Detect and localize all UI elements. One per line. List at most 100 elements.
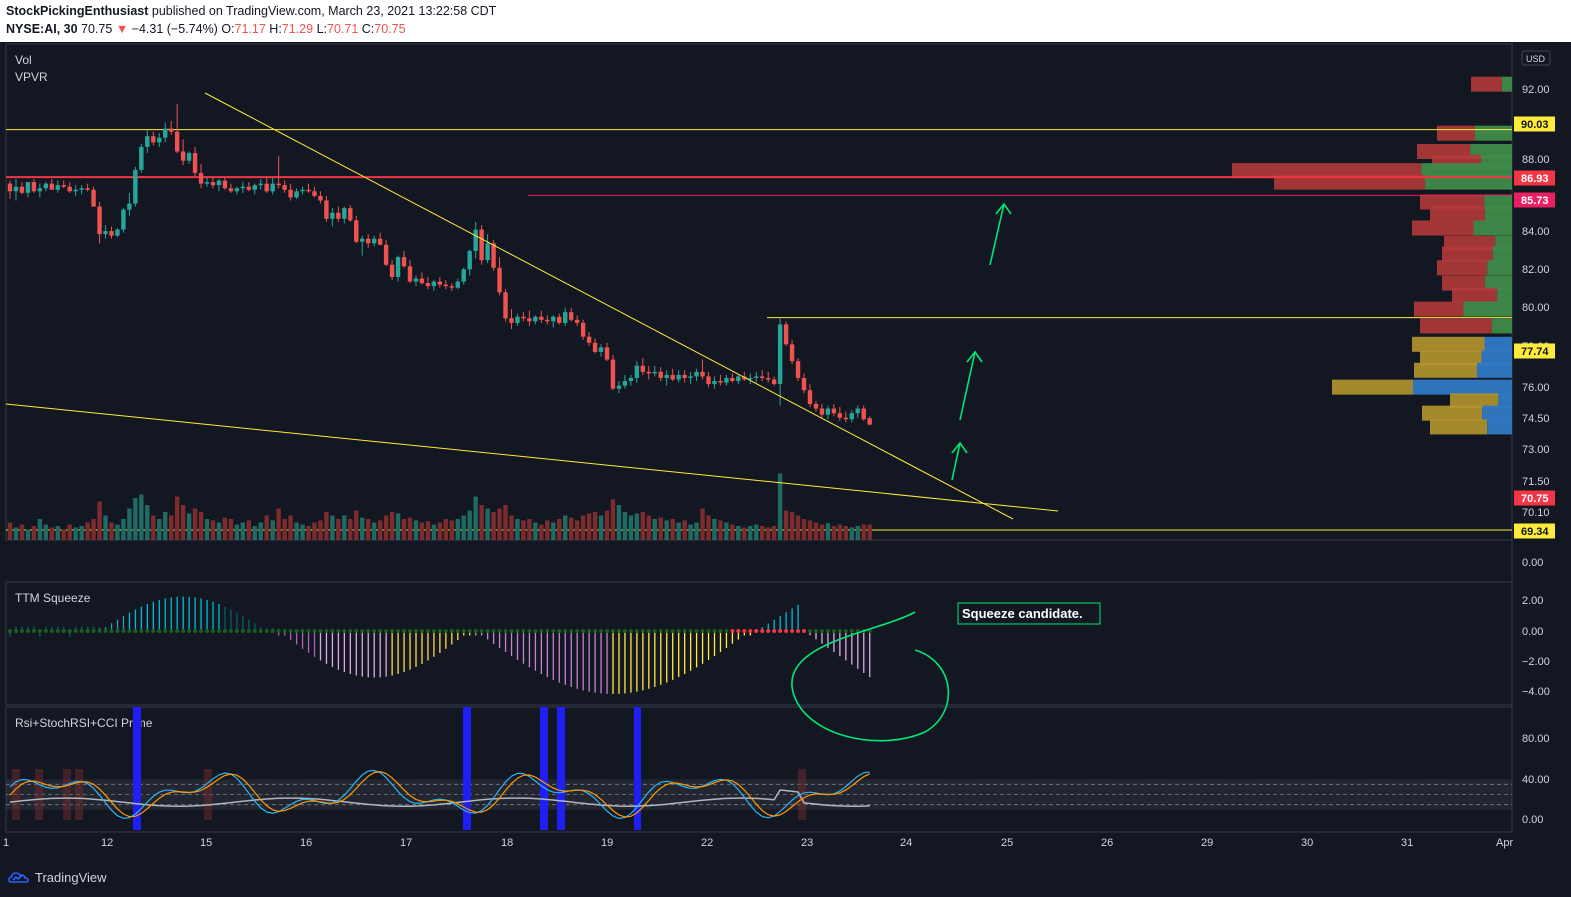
down-arrow-icon: ▼ bbox=[115, 22, 129, 36]
annotation-arrows bbox=[951, 202, 1012, 481]
chart-canvas[interactable]: Vol VPVR TTM Squeeze Rsi+StochRSI+CCI Prime… bbox=[0, 42, 1571, 862]
candle-body bbox=[234, 188, 240, 192]
squeeze-bar bbox=[301, 631, 304, 649]
squeeze-dot bbox=[366, 629, 371, 633]
squeeze-bar bbox=[439, 631, 441, 653]
price-tag[interactable] bbox=[1514, 490, 1555, 506]
volume-bar bbox=[622, 512, 628, 540]
squeeze-bar bbox=[397, 631, 399, 674]
squeeze-bar bbox=[785, 612, 787, 631]
vpvr-bar-gold bbox=[1450, 393, 1499, 409]
price-tag-label: 70.75 bbox=[1521, 493, 1549, 505]
volume-bar bbox=[306, 526, 311, 540]
squeeze-dot bbox=[73, 629, 78, 633]
squeeze-histogram bbox=[8, 596, 872, 694]
time-tick: 18 bbox=[501, 837, 513, 849]
squeeze-bar bbox=[21, 626, 23, 631]
candle-body bbox=[789, 344, 795, 362]
volume-group bbox=[7, 473, 872, 540]
squeeze-bar bbox=[295, 631, 298, 645]
price-tick: 73.00 bbox=[1522, 444, 1550, 456]
candle-body bbox=[342, 208, 347, 219]
squeeze-bar bbox=[373, 631, 375, 678]
candle-body bbox=[228, 188, 234, 192]
volume-bar bbox=[760, 526, 765, 540]
time-tick: 30 bbox=[1301, 837, 1313, 849]
squeeze-dot bbox=[139, 629, 144, 633]
low-value: 70.71 bbox=[327, 22, 359, 36]
squeeze-dot bbox=[342, 629, 347, 633]
price-tick: 92.00 bbox=[1522, 84, 1550, 96]
squeeze-dot bbox=[49, 629, 54, 633]
squeeze-dot bbox=[199, 629, 204, 633]
squeeze-dot bbox=[390, 629, 395, 633]
candle-body bbox=[760, 376, 765, 378]
green-arrowhead bbox=[995, 202, 1012, 215]
volume-bar bbox=[222, 517, 228, 540]
price-tag[interactable] bbox=[1514, 116, 1555, 132]
candle-body bbox=[563, 312, 568, 323]
squeeze-dot bbox=[133, 629, 138, 633]
candle-body bbox=[604, 347, 610, 360]
candle-body bbox=[640, 365, 646, 372]
volume-bar bbox=[407, 517, 413, 540]
squeeze-dot bbox=[354, 629, 359, 633]
volume-bar bbox=[318, 520, 323, 540]
squeeze-dot bbox=[819, 629, 824, 633]
volume-bar bbox=[545, 520, 550, 540]
volume-bar bbox=[174, 496, 180, 540]
squeeze-dot bbox=[324, 629, 329, 633]
price-tag[interactable] bbox=[1514, 192, 1555, 208]
volume-bar bbox=[568, 517, 574, 540]
symbol-info: NYSE:AI, 30 70.75 ▼ −4.31 (−5.74%) O:71.… bbox=[6, 22, 406, 36]
squeeze-dot bbox=[318, 629, 323, 633]
candle-body bbox=[861, 408, 866, 420]
candle-body bbox=[676, 374, 681, 380]
candle-body bbox=[139, 146, 144, 170]
volume-bar bbox=[419, 522, 425, 540]
volume-bar bbox=[580, 515, 586, 540]
price-tag-label: 85.73 bbox=[1521, 195, 1549, 207]
candle-body bbox=[7, 183, 13, 192]
volume-bar bbox=[43, 524, 49, 540]
volume-bar bbox=[151, 515, 156, 540]
tradingview-logo[interactable]: TradingView bbox=[8, 869, 107, 885]
candle-body bbox=[115, 229, 120, 236]
green-arrow bbox=[989, 203, 1005, 266]
price-tick: 71.50 bbox=[1522, 476, 1550, 488]
volume-bar bbox=[682, 520, 687, 540]
squeeze-bar bbox=[821, 631, 823, 644]
price-tag[interactable] bbox=[1514, 523, 1555, 539]
candle-body bbox=[765, 377, 771, 380]
volume-bar bbox=[467, 510, 472, 540]
squeeze-bar bbox=[582, 631, 584, 691]
squeeze-pane-frame bbox=[5, 581, 1513, 706]
volume-bar bbox=[676, 522, 681, 540]
candle-body bbox=[61, 185, 66, 187]
squeeze-dot bbox=[473, 629, 478, 633]
volume-bar bbox=[658, 517, 663, 540]
squeeze-dot bbox=[282, 629, 287, 633]
squeeze-bar bbox=[713, 631, 716, 657]
squeeze-bar bbox=[445, 631, 447, 649]
volume-bar bbox=[198, 512, 204, 540]
candles-group bbox=[7, 104, 872, 426]
squeeze-dot bbox=[103, 629, 108, 633]
volume-bar bbox=[652, 519, 657, 540]
squeeze-dot bbox=[85, 629, 90, 633]
candle-body bbox=[318, 195, 323, 201]
volume-bar bbox=[813, 522, 819, 540]
squeeze-bar bbox=[385, 631, 387, 677]
price-tag[interactable] bbox=[1514, 343, 1555, 359]
squeeze-dot bbox=[551, 629, 556, 633]
squeeze-bar bbox=[325, 631, 328, 664]
candle-body bbox=[67, 186, 72, 192]
price-tag[interactable] bbox=[1514, 170, 1555, 186]
squeeze-bar bbox=[660, 631, 662, 685]
candle-body bbox=[628, 377, 634, 382]
volume-bar bbox=[855, 526, 860, 540]
vpvr-bar-red bbox=[1452, 287, 1498, 303]
author-name[interactable]: StockPickingEnthusiast bbox=[6, 4, 149, 18]
symbol-label[interactable]: NYSE:AI, 30 bbox=[6, 22, 78, 36]
squeeze-dot bbox=[736, 629, 741, 633]
